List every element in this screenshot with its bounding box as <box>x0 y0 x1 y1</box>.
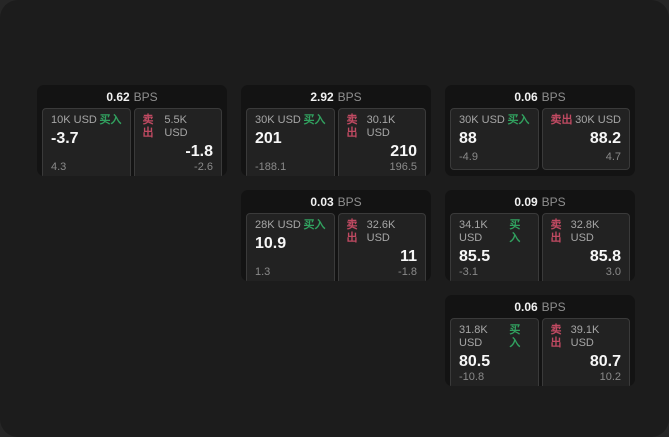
bps-value: 2.92 <box>310 89 334 104</box>
sell-side-label: 卖出 <box>346 114 358 139</box>
sell-amount: 30.1K USD <box>366 114 396 139</box>
bps-value: 0.62 <box>106 89 130 104</box>
buy-quote-panel[interactable]: 30K USD 买入 88 -4.9 <box>450 108 539 170</box>
buy-side-label: 买入 <box>509 324 521 349</box>
sell-quote-panel[interactable]: 卖出 39.1K USD 80.7 10.2 <box>541 318 630 386</box>
sell-delta: -2.6 <box>194 161 213 173</box>
buy-side-label: 买入 <box>507 114 530 126</box>
sell-price: 210 <box>390 143 417 160</box>
sell-amount: 39.1K USD <box>570 324 600 349</box>
sell-delta: 196.5 <box>389 161 417 173</box>
sell-side-label: 卖出 <box>550 219 562 244</box>
sell-delta: 3.0 <box>605 266 621 278</box>
quote-card-grid: 0.62 BPS 10K USD 买入 -3.7 4.3 卖出 5.5K USD <box>37 85 635 386</box>
buy-quote-panel[interactable]: 31.8K USD 买入 80.5 -10.8 <box>450 318 539 386</box>
buy-side-label: 买入 <box>303 219 326 231</box>
buy-side-label: 买入 <box>509 219 521 244</box>
quote-card: 0.06 BPS 30K USD 买入 88 -4.9 卖出 30K USD <box>445 85 635 176</box>
buy-quote-panel[interactable]: 10K USD 买入 -3.7 4.3 <box>42 108 131 176</box>
buy-price: 201 <box>255 130 282 147</box>
buy-quote-panel[interactable]: 30K USD 买入 201 -188.1 <box>246 108 335 176</box>
bps-header: 0.06 BPS <box>445 85 635 108</box>
buy-delta: -3.1 <box>459 266 478 278</box>
sell-side-label: 卖出 <box>550 114 573 126</box>
sell-quote-panel[interactable]: 卖出 30K USD 88.2 4.7 <box>541 108 630 170</box>
sell-quote-panel[interactable]: 卖出 32.8K USD 85.8 3.0 <box>541 213 630 281</box>
sell-side-label: 卖出 <box>142 114 154 139</box>
sell-quote-panel[interactable]: 卖出 32.6K USD 11 -1.8 <box>337 213 426 281</box>
buy-price: 10.9 <box>255 235 287 252</box>
buy-delta: -10.8 <box>459 371 485 383</box>
quote-card: 2.92 BPS 30K USD 买入 201 -188.1 卖出 30.1K … <box>241 85 431 176</box>
buy-price: 80.5 <box>459 353 491 370</box>
buy-price: -3.7 <box>51 130 79 147</box>
bps-unit-label: BPS <box>541 194 566 209</box>
sell-quote-panel[interactable]: 卖出 30.1K USD 210 196.5 <box>337 108 426 176</box>
bps-value: 0.06 <box>514 89 538 104</box>
sell-delta: 4.7 <box>605 151 621 163</box>
buy-quote-panel[interactable]: 28K USD 买入 10.9 1.3 <box>246 213 335 281</box>
sell-price: 11 <box>400 248 417 265</box>
bps-unit-label: BPS <box>133 89 158 104</box>
sell-price: 85.8 <box>589 248 621 265</box>
buy-side-label: 买入 <box>99 114 122 126</box>
buy-delta: -188.1 <box>255 161 287 173</box>
sell-delta: 10.2 <box>599 371 621 383</box>
buy-side-label: 买入 <box>303 114 326 126</box>
bps-header: 0.03 BPS <box>241 190 431 213</box>
sell-delta: -1.8 <box>398 266 417 278</box>
bps-unit-label: BPS <box>337 89 362 104</box>
buy-amount: 30K USD <box>459 114 505 126</box>
buy-amount: 28K USD <box>255 219 301 231</box>
buy-amount: 10K USD <box>51 114 97 126</box>
buy-amount: 31.8K USD <box>459 324 488 349</box>
buy-price: 88 <box>459 130 477 147</box>
sell-price: -1.8 <box>185 143 213 160</box>
buy-quote-panel[interactable]: 34.1K USD 买入 85.5 -3.1 <box>450 213 539 281</box>
bps-header: 0.09 BPS <box>445 190 635 213</box>
sell-price: 80.7 <box>589 353 621 370</box>
buy-amount: 30K USD <box>255 114 301 126</box>
quote-card: 0.03 BPS 28K USD 买入 10.9 1.3 卖出 32.6K US… <box>241 190 431 281</box>
sell-amount: 32.8K USD <box>570 219 600 244</box>
sell-side-label: 卖出 <box>346 219 358 244</box>
buy-amount: 34.1K USD <box>459 219 488 244</box>
sell-amount: 32.6K USD <box>366 219 396 244</box>
sell-amount: 30K USD <box>575 114 621 126</box>
bps-unit-label: BPS <box>541 299 566 314</box>
bps-unit-label: BPS <box>541 89 566 104</box>
quote-card: 0.09 BPS 34.1K USD 买入 85.5 -3.1 卖出 32.8K… <box>445 190 635 281</box>
sell-price: 88.2 <box>589 130 621 147</box>
buy-price: 85.5 <box>459 248 491 265</box>
bps-header: 0.06 BPS <box>445 295 635 318</box>
bps-header: 2.92 BPS <box>241 85 431 108</box>
sell-quote-panel[interactable]: 卖出 5.5K USD -1.8 -2.6 <box>133 108 222 176</box>
sell-amount: 5.5K USD <box>164 114 188 139</box>
bps-value: 0.06 <box>514 299 538 314</box>
bps-unit-label: BPS <box>337 194 362 209</box>
bps-value: 0.09 <box>514 194 538 209</box>
sell-side-label: 卖出 <box>550 324 562 349</box>
quote-card: 0.62 BPS 10K USD 买入 -3.7 4.3 卖出 5.5K USD <box>37 85 227 176</box>
buy-delta: -4.9 <box>459 151 478 163</box>
bps-header: 0.62 BPS <box>37 85 227 108</box>
bps-value: 0.03 <box>310 194 334 209</box>
buy-delta: 1.3 <box>255 266 271 278</box>
quote-card: 0.06 BPS 31.8K USD 买入 80.5 -10.8 卖出 39.1… <box>445 295 635 386</box>
buy-delta: 4.3 <box>51 161 67 173</box>
